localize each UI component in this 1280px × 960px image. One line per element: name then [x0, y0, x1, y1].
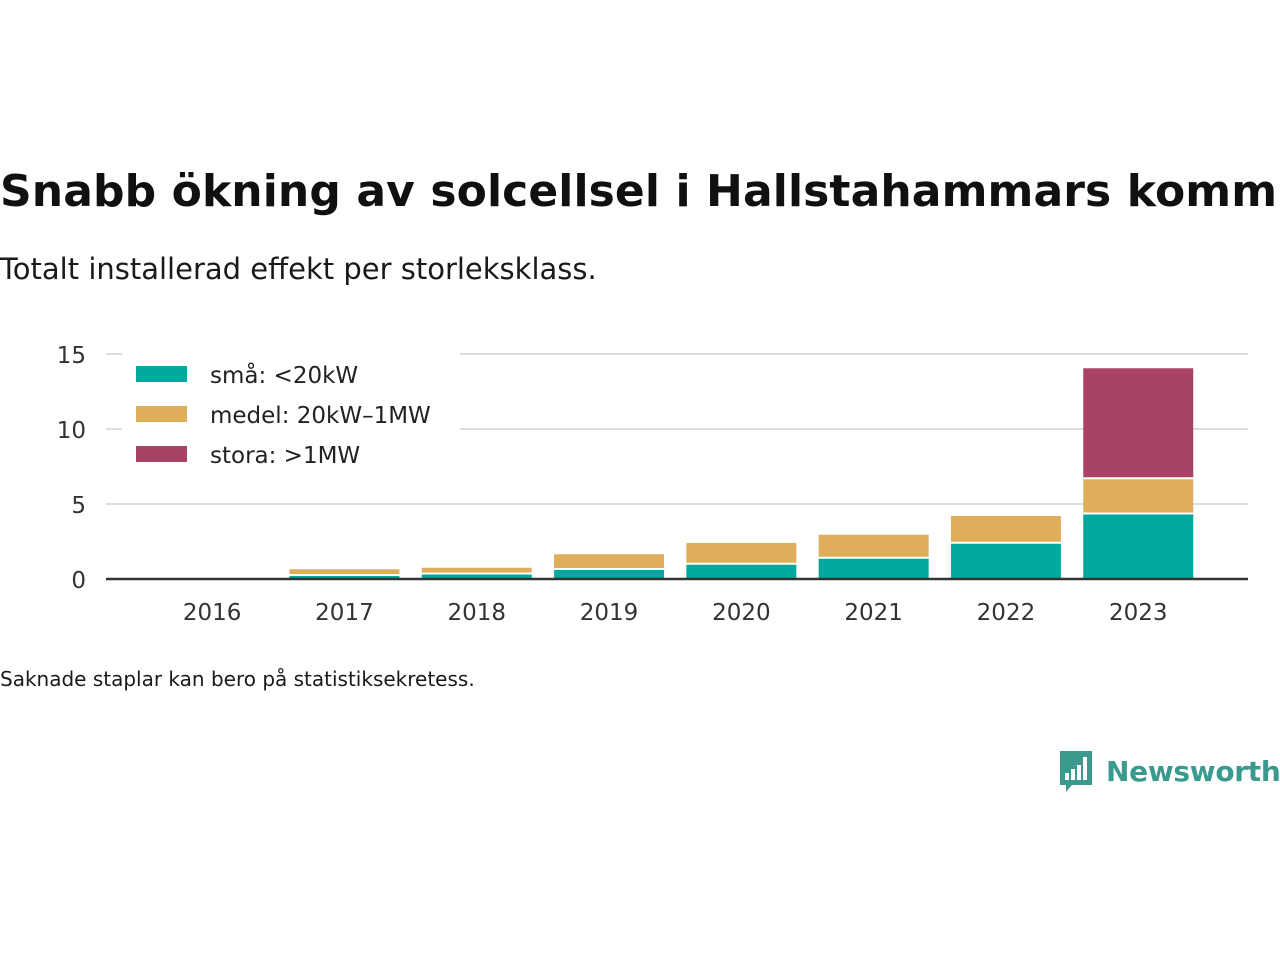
- y-tick-label: 10: [57, 418, 86, 444]
- newsworthy-logo: Newsworthy: [1058, 748, 1280, 794]
- legend-label-0: små: <20kW: [210, 361, 358, 389]
- x-tick-label: 2022: [977, 600, 1036, 626]
- bar-2021-series-0: [818, 558, 929, 579]
- legend-swatch-0: [136, 366, 187, 382]
- x-tick-label: 2017: [315, 600, 374, 626]
- chart-subtitle: Totalt installerad effekt per storlekskl…: [0, 252, 597, 286]
- bar-chart-speech-bubble-icon: [1060, 751, 1092, 792]
- y-tick-label: 5: [71, 493, 86, 519]
- x-tick-label: 2020: [712, 600, 771, 626]
- bar-2017-series-0: [289, 576, 400, 579]
- bar-2021-series-1: [818, 534, 929, 557]
- stacked-bar-chart: 0 5 10 15 2016 2017 2018 2019 2020 2021 2022 2023 sm…: [57, 343, 1248, 626]
- y-tick-label: 0: [71, 568, 86, 594]
- bar-2019-series-1: [554, 554, 665, 568]
- chart-title: Snabb ökning av solcellsel i Hallstahamm…: [0, 166, 1280, 217]
- legend-label-2: stora: >1MW: [210, 443, 360, 469]
- bar-2017-series-1: [289, 569, 400, 574]
- x-tick-label: 2016: [183, 600, 242, 626]
- legend-swatch-1: [136, 406, 187, 422]
- bar-2023-series-2: [1083, 368, 1194, 478]
- bar-2018-series-1: [421, 567, 532, 573]
- bar-2019-series-0: [554, 570, 665, 579]
- bar-2022-series-1: [950, 516, 1061, 542]
- bar-2018-series-0: [421, 574, 532, 579]
- x-tick-label: 2023: [1109, 600, 1168, 626]
- footnote: Saknade staplar kan bero på statistiksek…: [0, 667, 475, 691]
- brand-name: Newsworthy: [1106, 754, 1280, 788]
- bar-2020-series-0: [686, 564, 797, 579]
- legend-label-1: medel: 20kW–1MW: [210, 403, 431, 429]
- x-tick-label: 2018: [447, 600, 506, 626]
- legend-swatch-2: [136, 446, 187, 462]
- x-tick-label: 2019: [580, 600, 639, 626]
- bar-2020-series-1: [686, 543, 797, 563]
- bar-2022-series-0: [950, 543, 1061, 579]
- x-tick-label: 2021: [844, 600, 903, 626]
- bar-2023-series-1: [1083, 479, 1194, 513]
- y-tick-label: 15: [57, 343, 86, 369]
- bar-2023-series-0: [1083, 514, 1194, 579]
